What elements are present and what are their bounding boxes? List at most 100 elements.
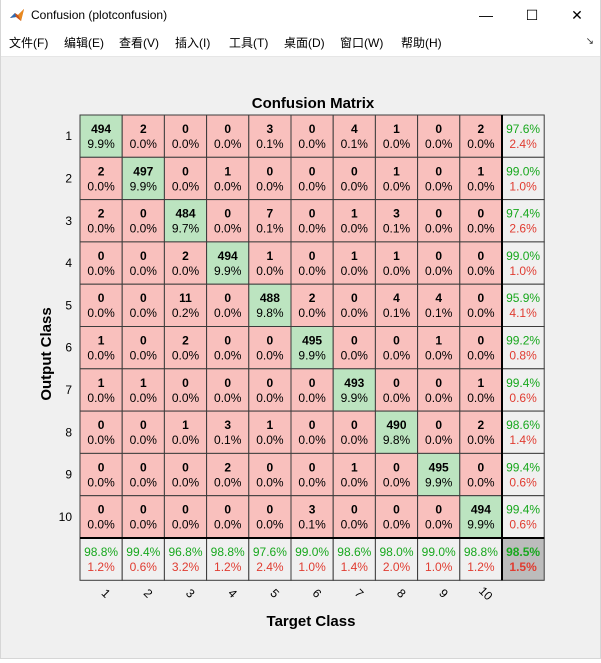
matrix-cell-bottom-value: 0.0% — [87, 264, 115, 278]
row-summary-cell-rect — [501, 241, 545, 285]
matrix-cell-rect — [459, 368, 503, 412]
matrix-cell-top-value: 2 — [98, 207, 105, 221]
menu-window[interactable]: 窗口(W) — [340, 36, 384, 50]
matrix-cell: 00.0% — [417, 368, 461, 412]
matrix-cell-top-value: 495 — [429, 460, 449, 474]
matrix-cell-top-value: 488 — [260, 291, 280, 305]
menu-desktop[interactable]: 桌面(D) — [284, 36, 325, 50]
matrix-cell-top-value: 4 — [393, 291, 400, 305]
matrix-cell-bottom-value: 0.0% — [214, 222, 242, 236]
dock-arrow-icon[interactable]: ↘ — [585, 36, 594, 47]
matrix-cell-bottom-value: 0.0% — [467, 391, 495, 405]
matrix-cell-top-value: 0 — [351, 164, 358, 178]
matrix-cell-top-value: 0 — [435, 376, 442, 390]
matrix-cell-bottom-value: 0.0% — [298, 433, 326, 447]
matrix-cell-top-value: 0 — [98, 291, 105, 305]
matrix-cell-rect — [206, 241, 250, 285]
matrix-cell-bottom-value: 0.0% — [87, 349, 115, 363]
matrix-cell-top-value: 3 — [267, 122, 274, 136]
matrix-cell: 00.0% — [290, 368, 334, 412]
matrix-cell-rect — [79, 495, 123, 539]
row-summary-cell-bottom-value: 1.0% — [509, 179, 537, 193]
row-summary-cell-bottom-value: 0.6% — [509, 518, 537, 532]
matrix-cell-bottom-value: 0.0% — [87, 306, 115, 320]
column-summary-cell: 96.8%3.2% — [163, 537, 208, 581]
matrix-cell: 00.0% — [290, 452, 334, 497]
column-summary-cell-top-value: 98.0% — [379, 545, 413, 559]
menu-insert[interactable]: 插入(I) — [175, 36, 211, 50]
matrix-cell-bottom-value: 9.9% — [467, 518, 495, 532]
menu-edit[interactable]: 编辑(E) — [64, 36, 104, 50]
matrix-cell-bottom-value: 0.0% — [256, 433, 284, 447]
matrix-cell-bottom-value: 0.0% — [130, 391, 158, 405]
matrix-cell-rect — [332, 156, 376, 201]
x-tick-label: 10 — [476, 584, 496, 604]
column-summary-cell: 98.8%1.2% — [206, 537, 250, 581]
y-tick-label: 6 — [65, 341, 72, 355]
column-summary-cell-rect — [79, 537, 123, 581]
matrix-cell-top-value: 2 — [182, 249, 189, 263]
matrix-cell-bottom-value: 0.1% — [214, 433, 242, 447]
matrix-cell: 20.0% — [121, 114, 165, 158]
matrix-cell-top-value: 0 — [182, 122, 189, 136]
close-button[interactable]: ✕ — [571, 7, 583, 23]
matrix-cell: 10.0% — [163, 410, 208, 454]
column-summary-cell-top-value: 99.4% — [126, 545, 160, 559]
matrix-cell: 00.0% — [459, 199, 503, 243]
menu-file[interactable]: 文件(F) — [9, 36, 49, 50]
matrix-cell: 00.0% — [374, 452, 419, 497]
matrix-cell: 00.0% — [290, 410, 334, 454]
x-tick-label: 3 — [183, 586, 198, 601]
matrix-cell-bottom-value: 0.0% — [214, 391, 242, 405]
matrix-cell: 10.0% — [374, 114, 419, 158]
matrix-cell: 00.0% — [332, 283, 376, 327]
matrix-cell-top-value: 4 — [435, 291, 442, 305]
matrix-cell-bottom-value: 0.0% — [425, 518, 453, 532]
matrix-cell-bottom-value: 0.0% — [130, 475, 158, 489]
matrix-cell-rect — [374, 283, 419, 327]
matrix-cell-top-value: 494 — [471, 503, 491, 517]
matrix-cell-top-value: 0 — [351, 503, 358, 517]
matrix-cell-rect — [163, 368, 208, 412]
matrix-cell: 00.0% — [374, 326, 419, 370]
matrix-cell: 30.1% — [206, 410, 250, 454]
matrix-cell: 00.0% — [332, 326, 376, 370]
row-summary-cell: 97.4%2.6% — [501, 199, 545, 243]
matrix-cell-bottom-value: 0.0% — [87, 518, 115, 532]
column-summary-cell-top-value: 98.8% — [464, 545, 498, 559]
matrix-cell-bottom-value: 0.0% — [87, 179, 115, 193]
matrix-cell-bottom-value: 0.0% — [425, 222, 453, 236]
column-summary-cell-top-value: 97.6% — [253, 545, 287, 559]
matrix-cell-top-value: 494 — [218, 249, 238, 263]
matrix-cell: 00.0% — [206, 368, 250, 412]
matrix-cell-top-value: 1 — [393, 249, 400, 263]
menu-view[interactable]: 查看(V) — [119, 36, 159, 50]
menu-help[interactable]: 帮助(H) — [401, 36, 442, 50]
matrix-cell-top-value: 11 — [179, 291, 192, 305]
matrix-cell-bottom-value: 0.0% — [172, 179, 200, 193]
matrix-cell: 110.2% — [163, 283, 208, 327]
matrix-cell-bottom-value: 0.1% — [383, 306, 411, 320]
matrix-cell: 00.0% — [163, 368, 208, 412]
minimize-button[interactable]: — — [479, 7, 493, 23]
menu-tools[interactable]: 工具(T) — [229, 36, 269, 50]
matrix-cell-top-value: 0 — [478, 334, 485, 348]
row-summary-cell-bottom-value: 0.8% — [509, 349, 537, 363]
row-summary-cell-rect — [501, 368, 545, 412]
x-tick-label: 4 — [225, 586, 240, 601]
row-summary-cell: 99.0%1.0% — [501, 156, 545, 201]
matrix-cell: 00.0% — [417, 410, 461, 454]
row-summary-cell-top-value: 99.0% — [506, 249, 540, 263]
matrix-cell-bottom-value: 0.0% — [214, 475, 242, 489]
matrix-cell-top-value: 0 — [309, 164, 316, 178]
matrix-cell-rect — [163, 199, 208, 243]
maximize-button[interactable]: ☐ — [525, 7, 539, 23]
matrix-cell-bottom-value: 0.0% — [172, 433, 200, 447]
matrix-cell: 10.0% — [332, 199, 376, 243]
matrix-cell-rect — [206, 326, 250, 370]
row-summary-cell-bottom-value: 0.6% — [509, 391, 537, 405]
matrix-cell-top-value: 1 — [351, 207, 358, 221]
matrix-cell-rect — [79, 326, 123, 370]
matrix-cell-top-value: 1 — [224, 164, 231, 178]
